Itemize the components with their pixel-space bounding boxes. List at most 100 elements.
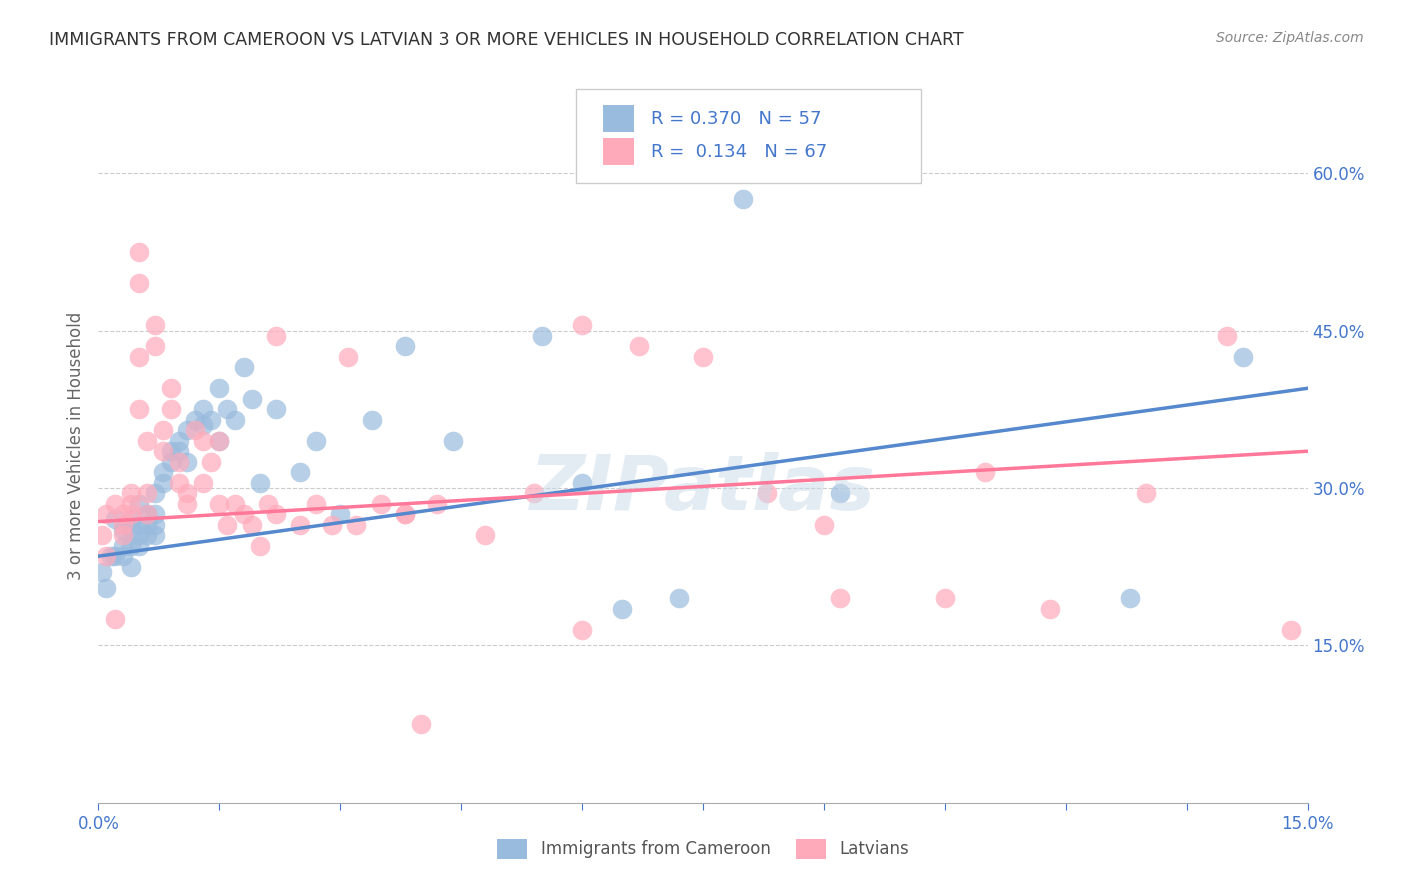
Point xyxy=(1039,601,1062,615)
Point xyxy=(224,497,246,511)
Point xyxy=(143,486,166,500)
Point xyxy=(167,455,190,469)
Point xyxy=(264,328,287,343)
Point xyxy=(813,517,835,532)
Point xyxy=(160,402,183,417)
Point xyxy=(120,559,142,574)
Point xyxy=(1216,328,1239,343)
Point xyxy=(974,465,997,479)
Point xyxy=(143,528,166,542)
Point xyxy=(135,486,157,500)
Point xyxy=(193,434,215,448)
Point xyxy=(152,475,174,490)
Point xyxy=(571,623,593,637)
Point xyxy=(128,528,150,542)
Point xyxy=(160,381,183,395)
Point xyxy=(152,423,174,437)
Point xyxy=(1281,623,1303,637)
Point xyxy=(128,539,150,553)
Point xyxy=(305,434,328,448)
Point xyxy=(264,507,287,521)
Point xyxy=(394,507,416,521)
Point xyxy=(128,497,150,511)
Point xyxy=(103,512,125,526)
Point xyxy=(232,360,254,375)
Point xyxy=(240,392,263,406)
Text: IMMIGRANTS FROM CAMEROON VS LATVIAN 3 OR MORE VEHICLES IN HOUSEHOLD CORRELATION : IMMIGRANTS FROM CAMEROON VS LATVIAN 3 OR… xyxy=(49,31,965,49)
Point xyxy=(612,601,634,615)
Point xyxy=(135,517,157,532)
Point xyxy=(249,539,271,553)
Point xyxy=(176,497,198,511)
Point xyxy=(111,549,134,564)
Point xyxy=(143,507,166,521)
Point xyxy=(128,517,150,532)
Point xyxy=(329,507,352,521)
Point xyxy=(668,591,690,606)
Point xyxy=(756,486,779,500)
Text: R = 0.370   N = 57: R = 0.370 N = 57 xyxy=(651,110,821,128)
Point xyxy=(193,402,215,417)
Point xyxy=(394,339,416,353)
Point xyxy=(91,565,114,579)
Point xyxy=(208,434,231,448)
Point xyxy=(571,475,593,490)
Point xyxy=(103,497,125,511)
Point xyxy=(733,193,755,207)
Point xyxy=(530,328,553,343)
Point xyxy=(200,413,222,427)
Point xyxy=(337,350,360,364)
Point xyxy=(167,444,190,458)
Point xyxy=(167,475,190,490)
Point xyxy=(103,549,125,564)
Point xyxy=(217,402,239,417)
Point xyxy=(120,512,142,526)
Point xyxy=(96,549,118,564)
Point xyxy=(128,244,150,259)
Point xyxy=(111,507,134,521)
Point xyxy=(208,497,231,511)
Point xyxy=(370,497,392,511)
Point xyxy=(120,507,142,521)
Point xyxy=(409,717,432,731)
Point xyxy=(692,350,714,364)
Legend: Immigrants from Cameroon, Latvians: Immigrants from Cameroon, Latvians xyxy=(491,832,915,866)
Point xyxy=(249,475,271,490)
Text: Source: ZipAtlas.com: Source: ZipAtlas.com xyxy=(1216,31,1364,45)
Point xyxy=(224,413,246,427)
Point xyxy=(135,434,157,448)
Point xyxy=(111,517,134,532)
Point xyxy=(128,277,150,291)
Point xyxy=(96,507,118,521)
Point xyxy=(361,413,384,427)
Point xyxy=(135,507,157,521)
Text: ZIPatlas: ZIPatlas xyxy=(530,452,876,525)
Point xyxy=(100,549,122,564)
Point xyxy=(1135,486,1157,500)
Point xyxy=(344,517,367,532)
Point xyxy=(184,413,207,427)
Point xyxy=(152,444,174,458)
Point xyxy=(176,423,198,437)
Point xyxy=(111,539,134,553)
Point xyxy=(1119,591,1142,606)
Point xyxy=(240,517,263,532)
Point xyxy=(184,423,207,437)
Point xyxy=(523,486,546,500)
Point xyxy=(111,523,134,537)
Point xyxy=(160,444,183,458)
Point xyxy=(217,517,239,532)
Point xyxy=(96,581,118,595)
Point xyxy=(176,455,198,469)
Point xyxy=(474,528,496,542)
Point xyxy=(135,507,157,521)
Y-axis label: 3 or more Vehicles in Household: 3 or more Vehicles in Household xyxy=(66,312,84,580)
Point xyxy=(627,339,650,353)
Point xyxy=(120,523,142,537)
Point xyxy=(143,318,166,333)
Point xyxy=(321,517,343,532)
Point xyxy=(288,465,311,479)
Point xyxy=(176,486,198,500)
Point xyxy=(1232,350,1254,364)
Point xyxy=(103,612,125,626)
